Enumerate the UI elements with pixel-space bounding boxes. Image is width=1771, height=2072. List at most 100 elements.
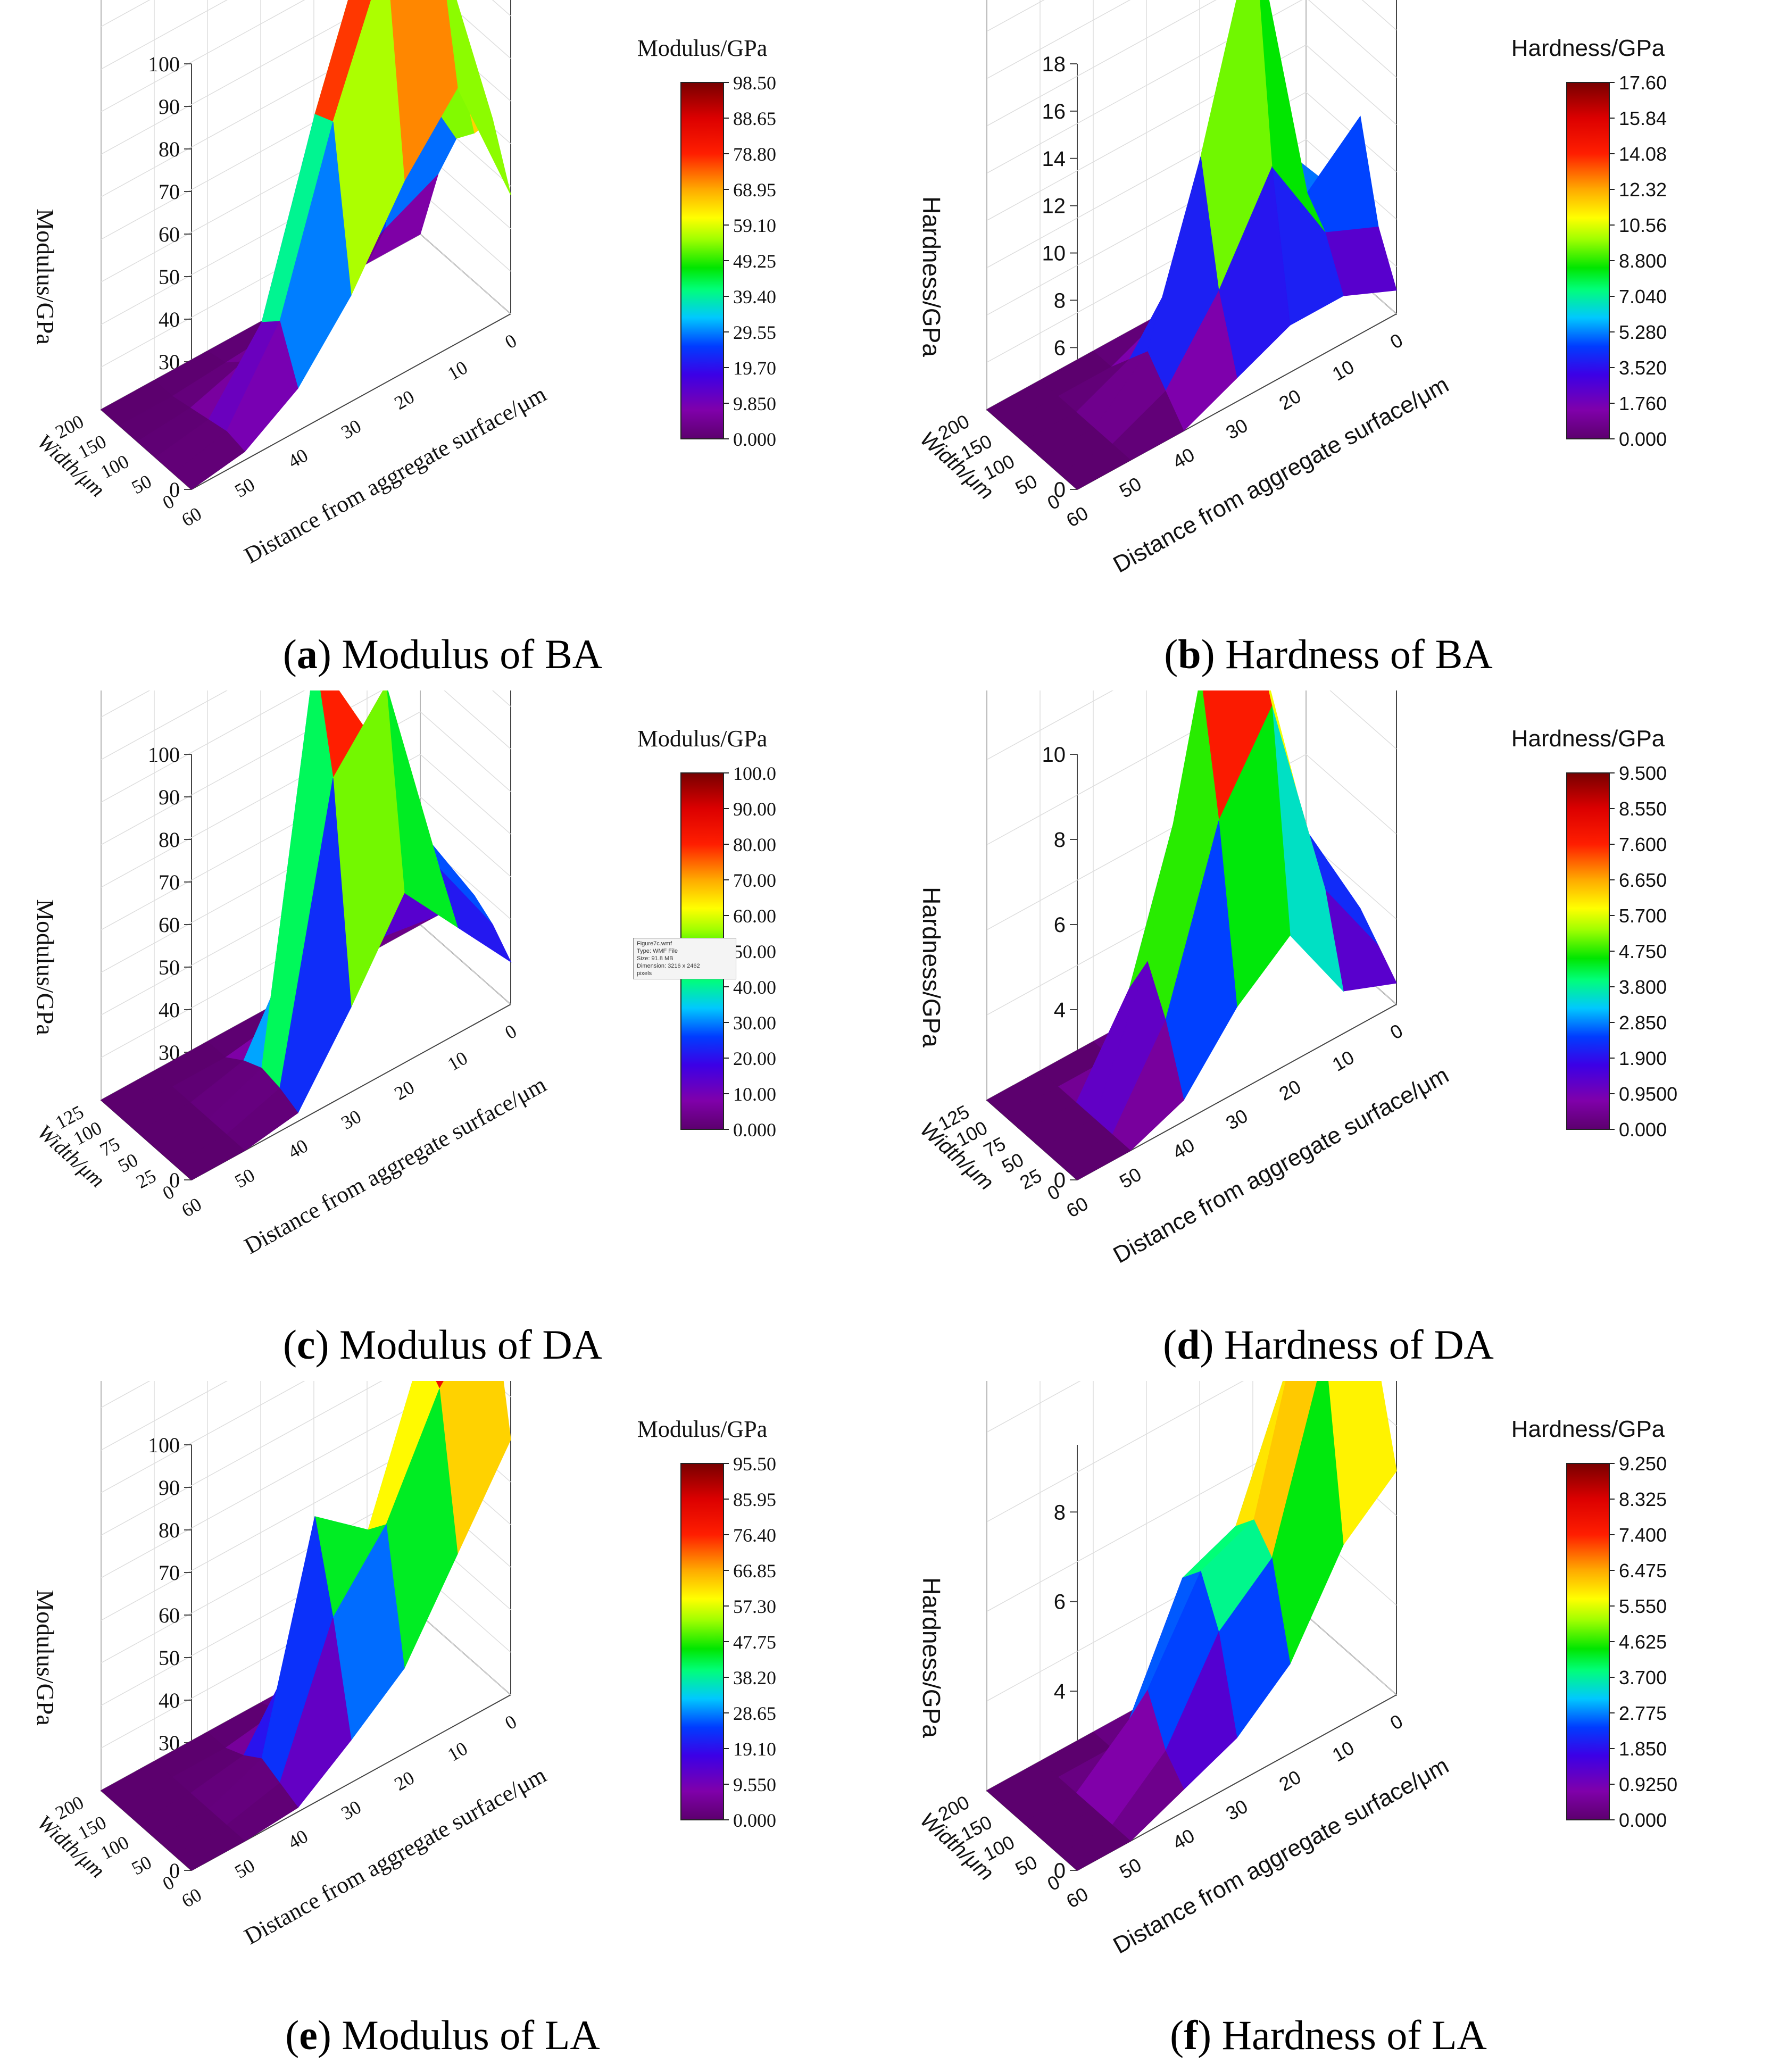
colorbar-tick-label: 4.625 <box>1619 1631 1667 1653</box>
colorbar-tick-label: 8.325 <box>1619 1488 1667 1510</box>
x-tick-label: 0 <box>501 330 520 353</box>
colorbar-tick-label: 76.40 <box>733 1525 776 1546</box>
z-tick-label: 100 <box>148 743 180 767</box>
x-tick-label: 60 <box>178 1884 205 1912</box>
colorbar-tick-label: 30.00 <box>733 1012 776 1034</box>
caption-letter-b: b <box>1178 631 1201 677</box>
colorbar-tick-label: 8.550 <box>1619 798 1667 820</box>
colorbar-tick-label: 8.800 <box>1619 250 1667 272</box>
panel-f: 024686050403020100200150100500Hardness/G… <box>886 1381 1771 2071</box>
colorbar-tick-label: 68.95 <box>733 179 776 201</box>
panel-e: 0102030405060708090100605040302010020015… <box>0 1381 885 2071</box>
x-tick-label: 50 <box>1116 1163 1145 1193</box>
colorbar-tick-label: 17.60 <box>1619 72 1667 94</box>
colorbar-title: Modulus/GPa <box>637 1416 767 1442</box>
surface-patch <box>1058 444 1132 490</box>
colorbar-tick-label: 14.08 <box>1619 143 1667 165</box>
x-tick-label: 30 <box>1222 1795 1251 1825</box>
x-tick-label: 20 <box>390 386 418 414</box>
y-tick-label: 50 <box>1012 1851 1041 1880</box>
plot-group: 024681060504030201001251007550250Hardnes… <box>916 690 1677 1268</box>
colorbar-tick-label: 39.40 <box>733 286 776 307</box>
colorbar-tick-label: 15.84 <box>1619 107 1667 129</box>
surface <box>986 690 1397 1180</box>
z-tick-label: 0 <box>1054 1859 1066 1883</box>
file-tooltip: Figure7c.wmf Type: WMF File Size: 91.8 M… <box>633 938 736 979</box>
x-tick-label: 30 <box>1222 1104 1251 1134</box>
tooltip-line: Figure7c.wmf <box>637 941 672 947</box>
z-tick-label: 10 <box>1042 242 1066 265</box>
x-tick-label: 40 <box>284 1825 311 1853</box>
colorbar-tick-label: 0.9500 <box>1619 1083 1677 1105</box>
caption-e: (e) Modulus of LA <box>285 2012 600 2058</box>
colorbar-tick-label: 9.550 <box>733 1774 776 1795</box>
z-tick-label: 0 <box>169 1168 180 1192</box>
colorbar-tick-label: 59.10 <box>733 215 776 236</box>
x-tick-label: 50 <box>231 1854 258 1883</box>
x-tick-label: 40 <box>284 1135 311 1163</box>
plot-group: 0102030405060708090100605040302010020015… <box>32 1381 776 1950</box>
x-tick-label: 30 <box>337 1105 364 1134</box>
colorbar-title: Modulus/GPa <box>637 726 767 752</box>
x-tick-label: 20 <box>1275 1075 1304 1105</box>
z-tick-label: 40 <box>159 1688 180 1712</box>
colorbar-tick-label: 7.600 <box>1619 834 1667 855</box>
colorbar-tick-label: 3.700 <box>1619 1667 1667 1688</box>
colorbar-tick-label: 0.000 <box>1619 428 1667 450</box>
x-tick-label: 10 <box>1328 1046 1358 1076</box>
caption-title-e: Modulus of LA <box>342 2012 600 2058</box>
x-tick-label: 50 <box>231 473 258 502</box>
colorbar <box>680 82 724 439</box>
colorbar-title: Hardness/GPa <box>1511 726 1665 752</box>
colorbar-tick-label: 5.700 <box>1619 905 1667 927</box>
z-tick-label: 18 <box>1042 53 1066 76</box>
x-tick-label: 50 <box>1116 472 1145 502</box>
colorbar-tick-label: 47.75 <box>733 1632 776 1653</box>
surface-patch <box>173 431 245 490</box>
surface-patch <box>172 1825 246 1871</box>
x-tick-label: 60 <box>1062 1192 1092 1222</box>
z-tick-label: 80 <box>159 828 180 852</box>
x-tick-label: 10 <box>444 356 471 385</box>
x-axis-line <box>191 313 511 490</box>
colorbar-tick-label: 100.0 <box>733 763 776 784</box>
z-tick-label: 70 <box>159 180 180 204</box>
x-tick-label: 30 <box>337 1796 364 1824</box>
plot-group: 0102030405060708090100605040302010020015… <box>32 0 776 569</box>
z-tick-label: 0 <box>169 478 180 502</box>
y-tick-label: 50 <box>128 470 155 498</box>
colorbar-tick-label: 10.00 <box>733 1084 776 1105</box>
colorbar-tick-label: 50.00 <box>733 941 776 962</box>
caption-b: (b) Hardness of BA <box>1164 631 1493 677</box>
caption-title-b: Hardness of BA <box>1225 631 1493 677</box>
z-axis-title: Hardness/GPa <box>918 1577 945 1738</box>
z-tick-label: 8 <box>1054 828 1066 852</box>
x-tick-label: 50 <box>1116 1853 1145 1883</box>
surface-plot-b: 0246810121416186050403020100200150100500… <box>916 0 1667 578</box>
z-tick-label: 90 <box>159 1476 180 1500</box>
colorbar-title: Hardness/GPa <box>1511 35 1665 61</box>
z-tick-label: 100 <box>148 1433 180 1457</box>
surface <box>100 0 511 490</box>
tooltip-line: Size: 91.8 MB <box>637 955 674 962</box>
x-tick-label: 40 <box>1169 443 1198 473</box>
colorbar-tick-label: 9.250 <box>1619 1453 1667 1475</box>
z-axis-title: Modulus/GPa <box>32 899 59 1035</box>
colorbar-tick-label: 85.95 <box>733 1489 776 1510</box>
surface-patch <box>1058 1134 1132 1180</box>
surface-patch <box>435 1381 445 1390</box>
plot-group: 024686050403020100200150100500Hardness/G… <box>916 1381 1677 1959</box>
colorbar-tick-label: 29.55 <box>733 322 776 343</box>
x-tick-label: 20 <box>390 1076 418 1104</box>
z-tick-label: 80 <box>159 137 180 161</box>
caption-letter-a: a <box>296 631 318 677</box>
x-tick-label: 10 <box>1328 355 1358 385</box>
x-tick-label: 60 <box>178 1193 205 1221</box>
colorbar-tick-label: 49.25 <box>733 251 776 272</box>
z-tick-label: 90 <box>159 95 180 119</box>
surface-plot-c: 0102030405060708090100605040302010012510… <box>32 690 776 1259</box>
colorbar-tick-label: 10.56 <box>1619 214 1667 236</box>
colorbar-tick-label: 70.00 <box>733 870 776 891</box>
z-tick-label: 8 <box>1054 289 1066 312</box>
colorbar <box>680 1463 724 1820</box>
